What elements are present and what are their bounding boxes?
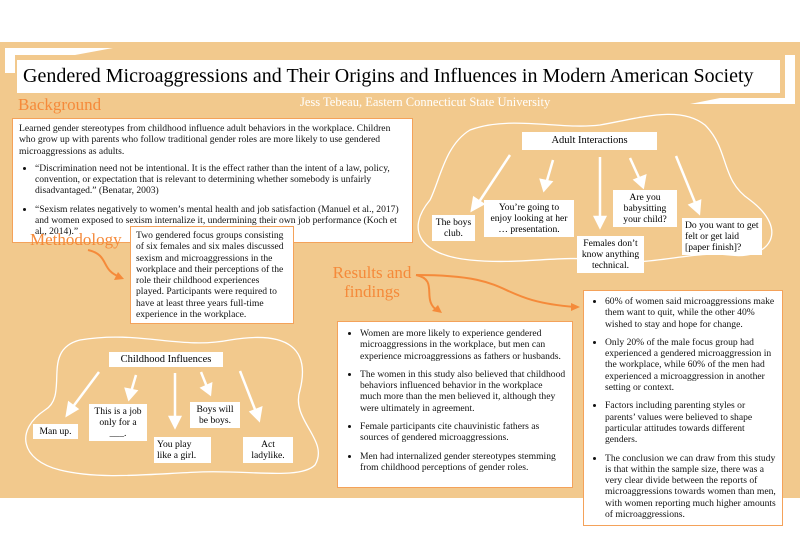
adult-item: You’re going to enjoy looking at her … p…: [484, 200, 574, 237]
background-intro: Learned gender stereotypes from childhoo…: [19, 123, 391, 157]
background-quote-1: “Discrimination need not be intentional.…: [35, 163, 406, 197]
corner-decoration-left: [5, 48, 113, 73]
results-left-box: Women are more likely to experience gend…: [337, 321, 573, 488]
result-item: Women are more likely to experience gend…: [360, 328, 566, 362]
author-affiliation: Jess Tebeau, Eastern Connecticut State U…: [300, 95, 551, 109]
childhood-item: Man up.: [33, 424, 78, 439]
corner-decoration-right: [690, 55, 795, 104]
adult-arrows: [470, 154, 702, 230]
childhood-cloud-outline: [25, 336, 320, 477]
childhood-item: Act ladylike.: [243, 437, 293, 463]
result-item: Men had internalized gender stereotypes …: [360, 451, 566, 474]
adult-item: Are you babysitting your child?: [613, 190, 677, 227]
poster-title: Gendered Microaggressions and Their Orig…: [17, 60, 780, 93]
result-item: Factors including parenting styles or pa…: [605, 400, 777, 445]
result-item: Only 20% of the male focus group had exp…: [605, 337, 777, 393]
adult-item: Do you want to get felt or get laid [pap…: [682, 218, 762, 255]
adult-cloud-outline: [417, 113, 773, 263]
background-quote-2: “Sexism relates negatively to women’s me…: [35, 204, 406, 238]
childhood-title: Childhood Influences: [109, 352, 223, 367]
result-item: 60% of women said microaggressions make …: [605, 296, 777, 330]
methodology-text: Two gendered focus groups consisting of …: [130, 226, 294, 325]
results-right-box: 60% of women said microaggressions make …: [583, 290, 783, 527]
adult-title: Adult Interactions: [522, 132, 657, 150]
childhood-item: You play like a girl.: [154, 437, 211, 463]
background-heading: Background: [18, 95, 102, 114]
childhood-item: This is a job only for a ___.: [89, 404, 147, 441]
adult-item: Females don’t know anything technical.: [577, 236, 644, 273]
childhood-item: Boys will be boys.: [190, 402, 240, 428]
result-item: Female participants cite chauvinistic fa…: [360, 421, 566, 444]
childhood-arrows: [65, 370, 263, 430]
result-item: The conclusion we can draw from this stu…: [605, 453, 777, 521]
result-item: The women in this study also believed th…: [360, 369, 566, 414]
background-box: Learned gender stereotypes from childhoo…: [12, 118, 413, 243]
results-heading: Results and findings: [332, 263, 412, 301]
adult-item: The boys club.: [432, 215, 475, 241]
orange-arrows: [87, 249, 576, 312]
methodology-heading: Methodology: [30, 230, 122, 249]
